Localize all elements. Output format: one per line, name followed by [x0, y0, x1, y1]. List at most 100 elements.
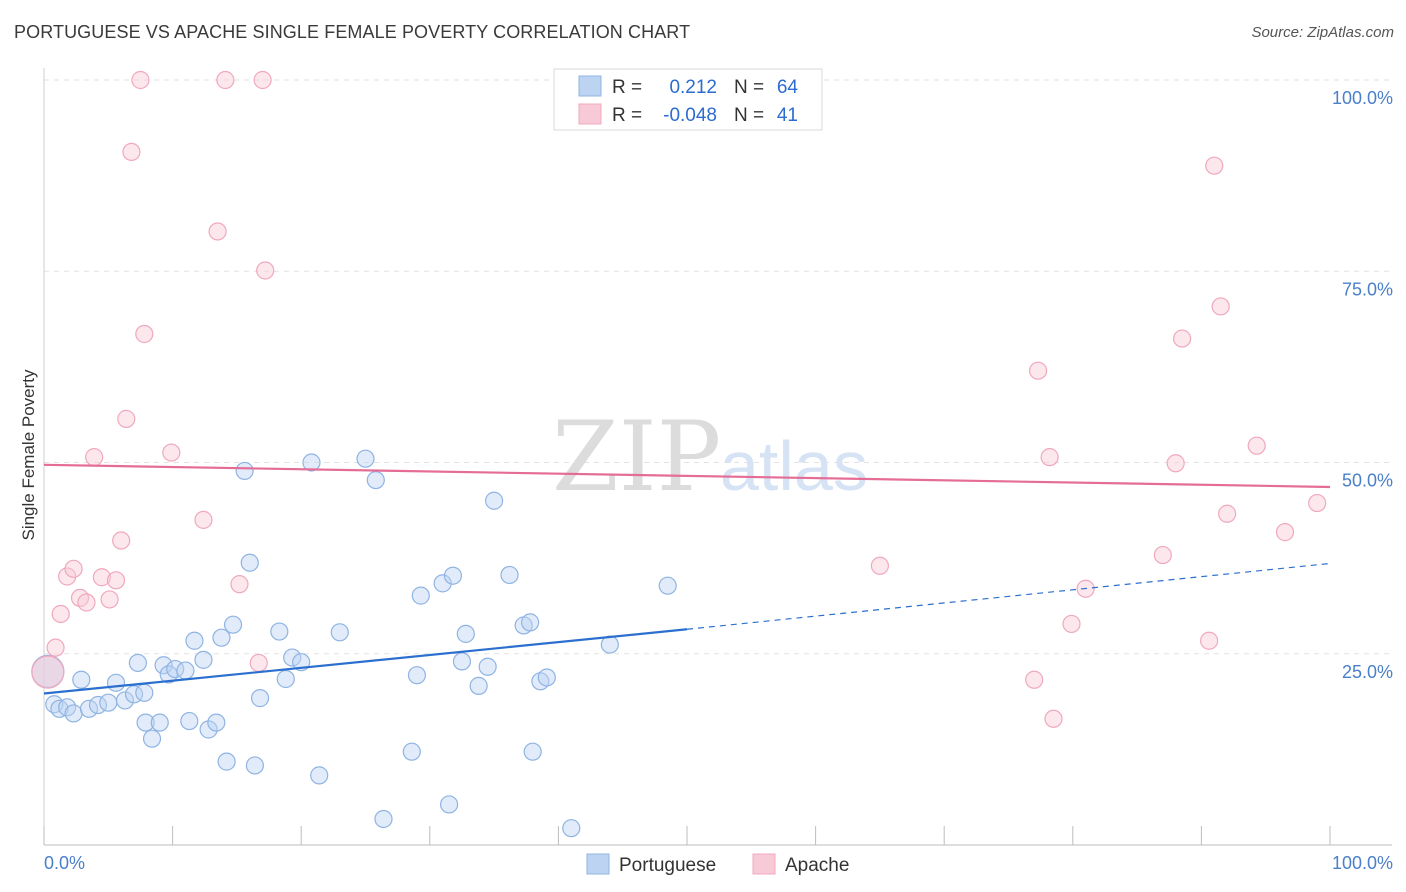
apache-point [208, 222, 227, 241]
chart-title: PORTUGUESE VS APACHE SINGLE FEMALE POVER… [14, 22, 691, 42]
y-tick-labels: 25.0% 50.0% 75.0% 100.0% [1332, 88, 1393, 682]
series-apache-points [31, 70, 1327, 728]
watermark-atlas: atlas [720, 427, 868, 505]
bottom-legend: Portuguese Apache [586, 853, 849, 876]
legend-apache-n-label: N = [734, 105, 764, 126]
apache-point [1173, 329, 1192, 348]
portuguese-point [330, 623, 349, 642]
legend-swatch-portuguese [578, 75, 602, 97]
x-tick-labels: 0.0% 100.0% [44, 853, 1393, 873]
portuguese-point [99, 693, 118, 712]
apache-point [1166, 454, 1185, 473]
portuguese-point [150, 713, 169, 732]
apache-point [106, 571, 126, 590]
apache-point [256, 261, 275, 280]
apache-point [1205, 156, 1224, 175]
watermark: ZIP atlas [552, 401, 868, 513]
apache-point [1028, 361, 1048, 380]
axes [43, 68, 1392, 846]
apache-point [135, 324, 154, 344]
apache-point [216, 70, 235, 90]
legend-apache-r-label: R = [612, 105, 642, 126]
apache-point [230, 575, 249, 594]
apache-point [162, 443, 181, 462]
portuguese-point [521, 613, 540, 632]
apache-point [1200, 631, 1219, 650]
bottom-legend-swatch-apache [752, 853, 776, 875]
portuguese-point [106, 673, 126, 692]
apache-point [70, 588, 90, 608]
apache-trend-line [43, 463, 1331, 489]
legend-portuguese-n-label: N = [734, 77, 764, 98]
portuguese-point [443, 566, 463, 585]
apache-point [92, 568, 111, 587]
portuguese-point [217, 752, 236, 771]
apache-point [253, 70, 272, 90]
apache-point [122, 142, 141, 162]
legend: R = 0.212 N = 64 R = -0.048 N = 41 [553, 68, 823, 131]
portuguese-point [356, 449, 375, 468]
portuguese-point [452, 652, 472, 671]
portuguese-point [79, 699, 99, 718]
apache-point [1044, 709, 1063, 728]
apache-point [870, 556, 890, 575]
bottom-legend-swatch-portuguese [586, 853, 610, 875]
portuguese-point [276, 669, 295, 689]
x-tick-label: 100.0% [1332, 853, 1393, 873]
portuguese-point [366, 470, 385, 490]
portuguese-point [142, 729, 162, 748]
portuguese-point [185, 631, 204, 650]
apache-point [1247, 436, 1266, 455]
apache-point [51, 604, 70, 624]
portuguese-point [194, 650, 213, 669]
portuguese-point [478, 657, 497, 676]
portuguese-point [562, 819, 581, 838]
y-tick-label: 100.0% [1332, 88, 1393, 108]
apache-point [46, 638, 65, 657]
apache-point [1062, 614, 1081, 634]
portuguese-trend-line [43, 628, 688, 695]
portuguese-point [270, 622, 289, 641]
portuguese-point [523, 742, 542, 761]
portuguese-point [223, 615, 243, 634]
apache-point [1211, 297, 1230, 316]
bottom-legend-apache: Apache [785, 855, 849, 876]
portuguese-point [115, 691, 135, 710]
legend-apache-n-value: 41 [777, 105, 798, 126]
legend-swatch-apache [578, 103, 602, 125]
portuguese-point [50, 699, 69, 718]
portuguese-point [537, 668, 556, 687]
y-tick-label: 75.0% [1342, 279, 1393, 299]
apache-point [100, 590, 119, 609]
portuguese-point [439, 795, 459, 814]
legend-apache-r-value: -0.048 [663, 105, 717, 126]
apache-point [64, 559, 83, 578]
portuguese-point [245, 756, 265, 775]
portuguese-point [154, 656, 173, 675]
legend-portuguese-r-label: R = [612, 77, 642, 98]
portuguese-point [302, 453, 321, 472]
portuguese-point [456, 624, 475, 643]
apache-point [1025, 670, 1044, 689]
bottom-legend-portuguese: Portuguese [619, 855, 716, 876]
apache-point [117, 409, 136, 428]
apache-point [1218, 504, 1237, 523]
portuguese-point [135, 683, 154, 702]
portuguese-point [374, 809, 393, 829]
apache-point [1275, 523, 1295, 542]
apache-point [1153, 545, 1172, 565]
legend-portuguese-n-value: 64 [777, 77, 799, 98]
portuguese-point [485, 491, 504, 510]
portuguese-point [136, 713, 155, 732]
apache-point [112, 531, 131, 550]
chart-source: Source: ZipAtlas.com [1251, 24, 1394, 41]
portuguese-point [411, 586, 430, 605]
portuguese-point [199, 720, 218, 739]
portuguese-point [240, 553, 259, 572]
portuguese-point [469, 676, 488, 695]
apache-point [249, 653, 268, 673]
series-portuguese-points [31, 449, 677, 838]
portuguese-point [250, 689, 270, 708]
y-axis-label: Single Female Poverty [19, 369, 38, 541]
